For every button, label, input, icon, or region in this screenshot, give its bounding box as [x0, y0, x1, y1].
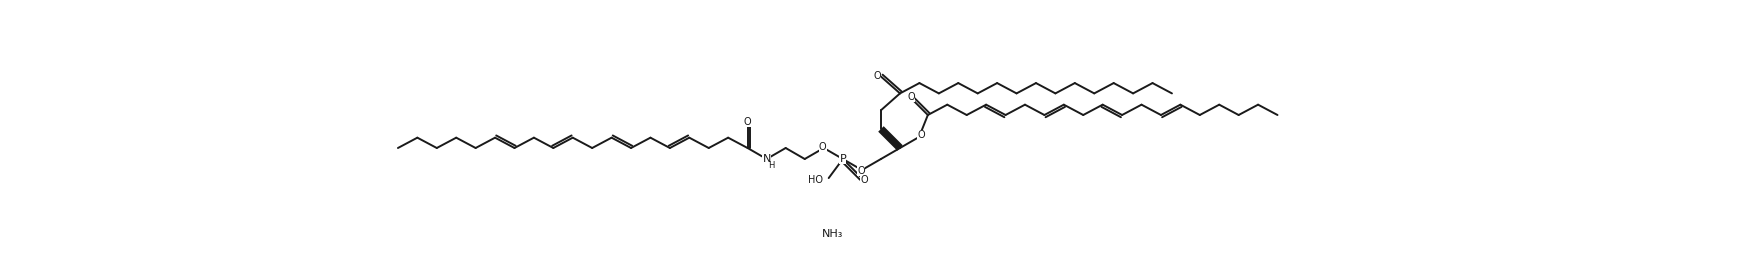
Text: O: O [874, 70, 880, 80]
Text: O: O [917, 130, 924, 140]
Text: H: H [769, 161, 776, 170]
Text: O: O [858, 166, 865, 176]
Text: O: O [908, 92, 915, 102]
Text: O: O [744, 117, 751, 127]
Text: NH₃: NH₃ [823, 229, 844, 239]
Text: P: P [840, 154, 846, 164]
Text: HO: HO [807, 175, 823, 185]
Text: N: N [762, 154, 770, 164]
Text: O: O [819, 142, 826, 152]
Text: O: O [860, 175, 868, 185]
